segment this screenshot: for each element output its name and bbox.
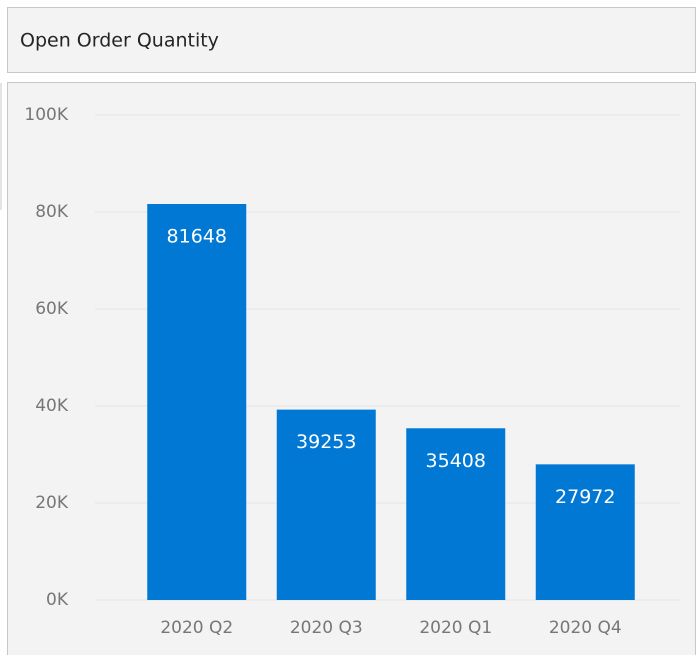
x-tick-label: 2020 Q3 [290, 618, 363, 638]
data-label: 81648 [167, 226, 227, 248]
y-tick-label: 100K [24, 105, 68, 125]
bar [535, 464, 635, 600]
y-tick-label: 0K [46, 590, 69, 610]
x-tick-label: 2020 Q1 [419, 618, 492, 638]
chart-title: Open Order Quantity [20, 30, 219, 52]
title-box [7, 7, 696, 73]
y-tick-label: 80K [35, 202, 69, 222]
bar [276, 409, 376, 600]
data-label: 35408 [426, 450, 486, 472]
y-tick-label: 20K [35, 493, 69, 513]
bar [147, 204, 247, 600]
y-tick-label: 60K [35, 299, 69, 319]
data-label: 27972 [555, 486, 615, 508]
bar [406, 428, 506, 600]
x-tick-label: 2020 Q4 [549, 618, 622, 638]
data-label: 39253 [296, 431, 356, 453]
x-tick-label: 2020 Q2 [160, 618, 233, 638]
y-tick-label: 40K [35, 396, 69, 416]
